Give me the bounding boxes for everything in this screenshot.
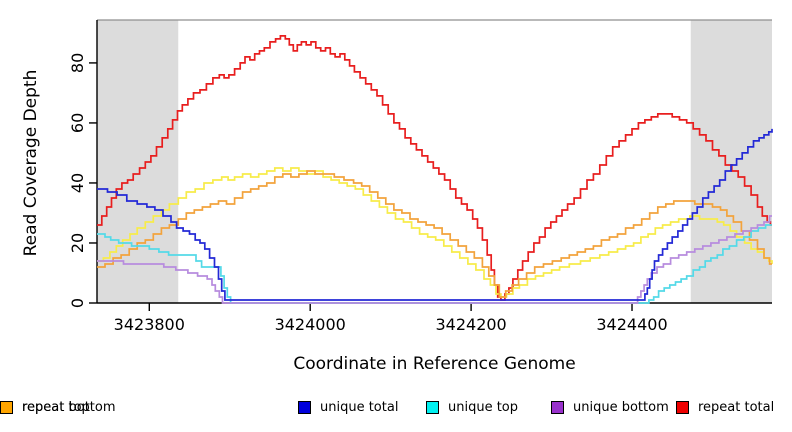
legend-label: unique total bbox=[320, 400, 399, 415]
y-tick-label: 40 bbox=[68, 173, 87, 193]
legend-item-repeat-total: repeat total bbox=[676, 400, 774, 415]
legend-label: unique top bbox=[448, 400, 519, 415]
legend-label: unique bottom bbox=[573, 400, 669, 415]
repeat-bottom-swatch-icon bbox=[0, 401, 13, 414]
y-axis-title: Read Coverage Depth bbox=[21, 69, 41, 257]
x-tick-label: 3424000 bbox=[275, 315, 346, 334]
series-unique-bottom bbox=[97, 215, 772, 304]
y-tick-label: 0 bbox=[68, 298, 87, 308]
legend-item-repeat-bottom: repeat bottom bbox=[0, 400, 116, 415]
series-repeat-top bbox=[97, 167, 773, 298]
legend-item-unique-bottom: unique bottom bbox=[551, 400, 669, 415]
y-tick-label: 20 bbox=[68, 233, 87, 253]
unique-top-swatch-icon bbox=[426, 401, 439, 414]
x-tick-label: 3423800 bbox=[114, 315, 185, 334]
series-repeat-bottom bbox=[97, 170, 772, 298]
y-tick-label: 80 bbox=[68, 53, 87, 73]
series-repeat-total bbox=[97, 35, 772, 301]
repeat-total-swatch-icon bbox=[676, 401, 689, 414]
legend-item-unique-top: unique top bbox=[426, 400, 518, 415]
shaded-region bbox=[690, 20, 772, 303]
legend-label: repeat bottom bbox=[22, 400, 116, 415]
legend-label: repeat top bbox=[22, 400, 90, 415]
unique-total-swatch-icon bbox=[298, 401, 311, 414]
series-unique-top bbox=[97, 224, 772, 304]
series-unique-total bbox=[97, 128, 773, 301]
legend-label: repeat total bbox=[698, 400, 775, 415]
x-tick-label: 3424400 bbox=[596, 315, 667, 334]
unique-bottom-swatch-icon bbox=[551, 401, 564, 414]
y-tick-label: 60 bbox=[68, 113, 87, 133]
x-tick-label: 3424200 bbox=[435, 315, 506, 334]
x-axis-title: Coordinate in Reference Genome bbox=[293, 354, 576, 374]
legend-item-unique-total: unique total bbox=[298, 400, 398, 415]
